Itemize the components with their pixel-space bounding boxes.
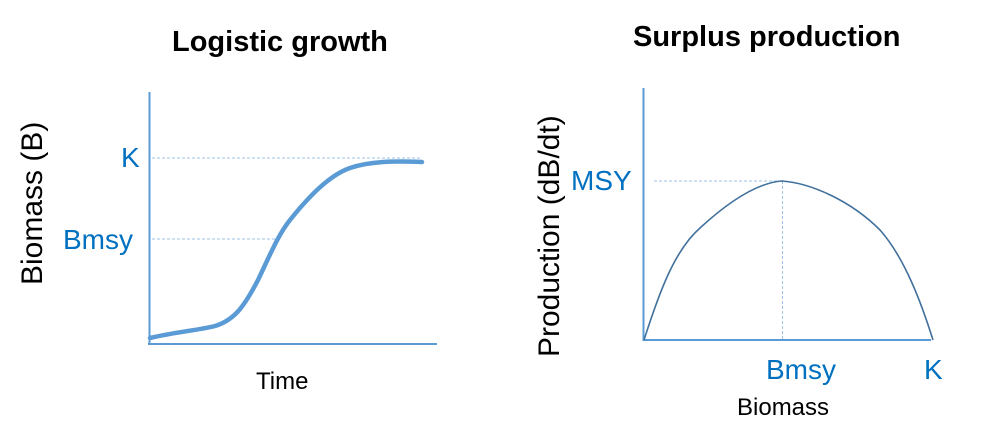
right-bmsy-mark: Bmsy — [766, 354, 836, 385]
left-k-mark: K — [121, 142, 140, 173]
right-chart — [642, 88, 934, 341]
right-k-mark: K — [924, 354, 943, 385]
logistic-curve — [147, 159, 425, 341]
left-x-axis-label: Time — [256, 368, 309, 395]
right-chart-title: Surplus production — [633, 21, 901, 53]
left-chart-title: Logistic growth — [172, 26, 388, 58]
right-x-axis-label: Biomass — [737, 394, 830, 421]
left-bmsy-mark: Bmsy — [63, 224, 133, 255]
left-chart — [147, 92, 437, 345]
right-msy-mark: MSY — [571, 165, 632, 196]
surplus-production-curve — [643, 180, 934, 341]
